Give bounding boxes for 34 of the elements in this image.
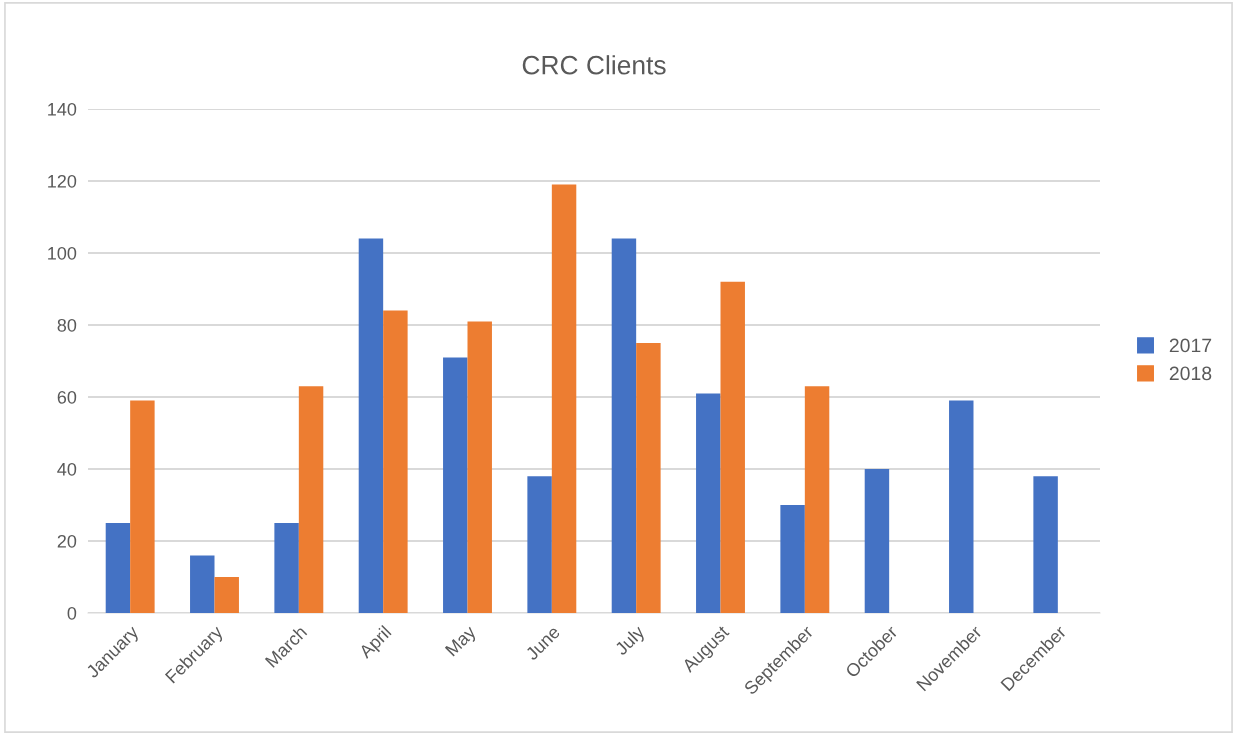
bar — [214, 577, 239, 613]
bar — [780, 505, 805, 613]
bar — [864, 469, 890, 613]
y-tick-label: 20 — [57, 534, 77, 548]
y-tick-label: 100 — [48, 246, 77, 260]
bar — [298, 386, 324, 613]
legend-label: 2017 — [1169, 338, 1212, 353]
bar — [383, 310, 408, 613]
bar — [190, 555, 215, 613]
bar — [527, 476, 552, 613]
y-tick-label: 140 — [48, 102, 77, 116]
y-tick-label: 120 — [48, 174, 77, 188]
y-tick-label: 60 — [57, 390, 77, 404]
bar — [720, 281, 745, 613]
bar — [274, 523, 299, 613]
bar — [358, 238, 384, 613]
bar — [696, 393, 721, 613]
y-tick-label: 80 — [57, 318, 77, 332]
bar — [636, 343, 661, 613]
x-tick-label: July — [613, 624, 649, 659]
bar — [130, 400, 155, 613]
bar — [443, 357, 468, 613]
bar — [1033, 476, 1058, 613]
y-tick-label: 40 — [57, 462, 77, 476]
bar — [611, 238, 637, 613]
bar — [551, 184, 577, 613]
bar — [105, 523, 131, 613]
chart-title: CRC Clients — [522, 55, 666, 75]
bar — [949, 400, 974, 613]
x-tick-label: May — [444, 624, 480, 660]
bar — [467, 321, 492, 613]
legend-label: 2018 — [1169, 366, 1212, 381]
bar — [804, 386, 830, 613]
y-tick-label: 0 — [67, 606, 77, 620]
